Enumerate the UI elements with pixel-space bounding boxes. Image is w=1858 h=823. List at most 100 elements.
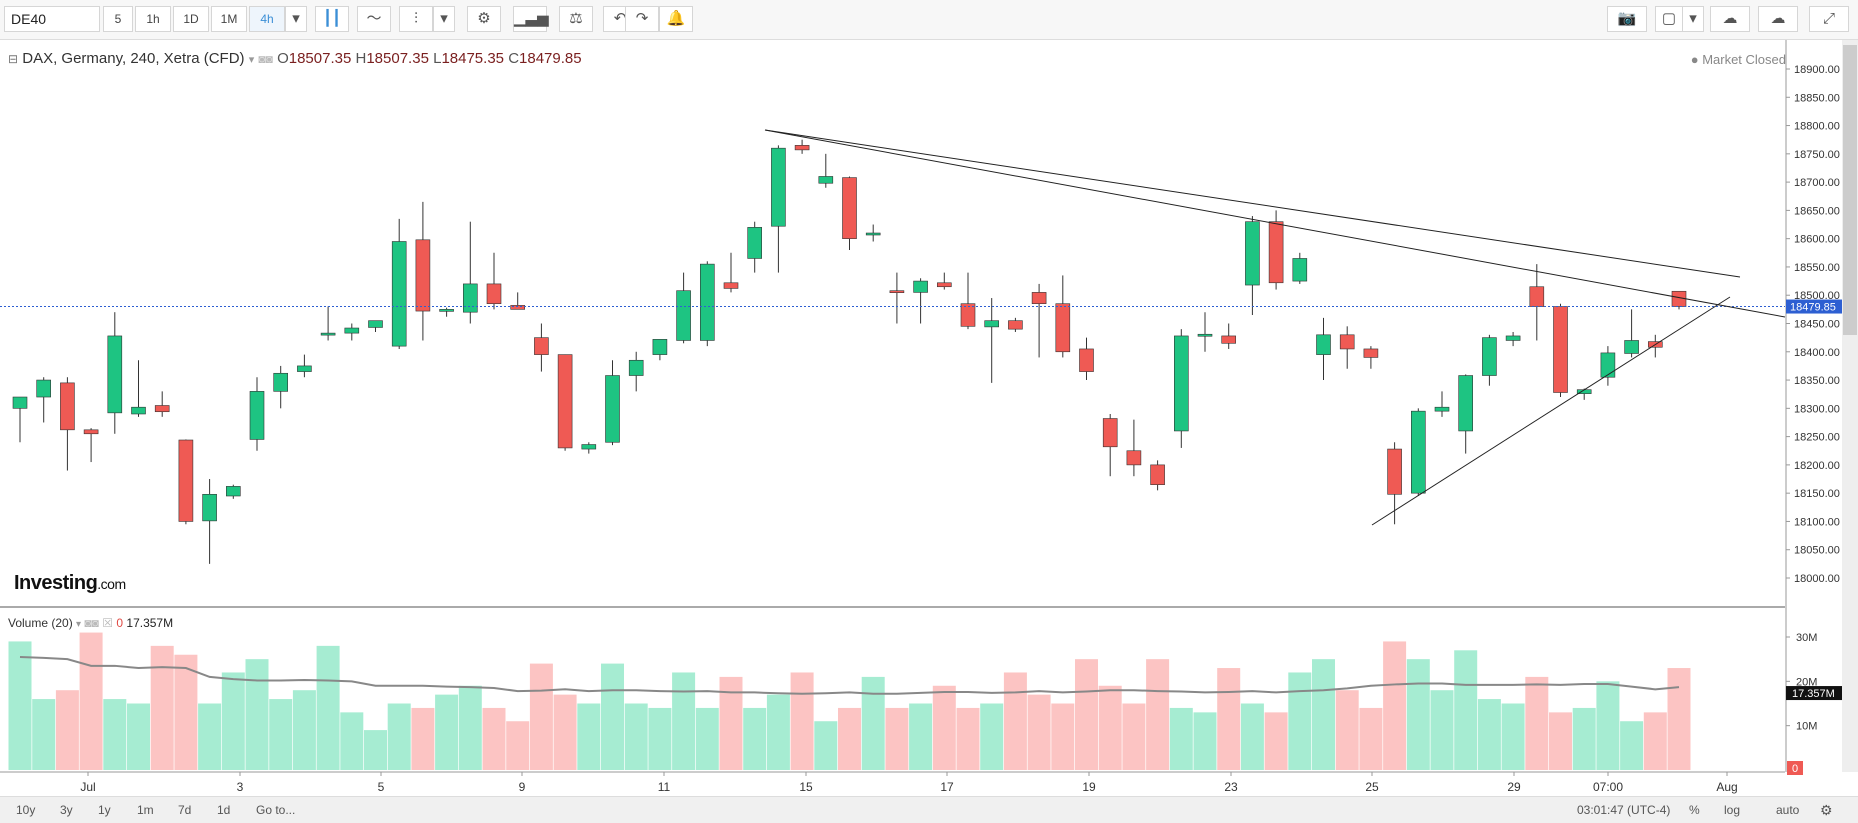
range-1d-button[interactable]: 1d [217,803,231,817]
volume-bar [1335,690,1359,770]
candle-up [628,359,644,376]
cloud-upload-icon[interactable]: ☁ [1758,6,1798,32]
line-chart-icon[interactable]: 〜 [357,6,391,32]
chevron-down-icon[interactable]: ▾ [248,54,255,66]
redo-icon[interactable]: ↷ [625,6,659,32]
candle-up [249,391,265,440]
candle-down [486,283,502,305]
price-tick-label: 18050.00 [1794,545,1840,557]
volume-tick-label: 10M [1796,721,1817,733]
compare-icon[interactable]: ⚖ [559,6,593,32]
alert-icon[interactable]: 🔔 [659,6,693,32]
candle-down [154,405,170,413]
interval-1h-button[interactable]: 1h [135,6,171,32]
interval-1d-button[interactable]: 1D [173,6,209,32]
candle-up [131,406,146,415]
candle-down [534,337,549,355]
volume-bar [245,659,269,770]
trendline-middle[interactable] [764,129,1786,318]
volume-bar [1406,659,1430,770]
close-icon[interactable]: ☒ [102,616,114,630]
candle-down [794,145,810,151]
eye-icon[interactable]: ◙◙ [258,52,273,66]
log-toggle[interactable]: log [1724,803,1741,817]
volume-bar [1003,672,1027,770]
range-1m-button[interactable]: 1m [137,803,154,817]
camera-icon[interactable]: 📷 [1607,6,1647,32]
candle-up [462,283,478,313]
gear-icon[interactable]: ⚙ [467,6,501,32]
volume-bar [316,645,340,770]
volume-bar [932,685,956,770]
volume-bar [719,676,743,770]
volume-bar [1146,659,1170,770]
candle-up [226,486,241,497]
chevron-down-icon[interactable]: ▾ [1682,6,1704,32]
chart-title: DAX, Germany, 240, Xetra (CFD) [22,50,245,67]
chevron-down-icon[interactable]: ▾ [433,6,455,32]
indicators-icon[interactable]: ⫶ [399,6,433,32]
clock-readout: 03:01:47 (UTC-4) [1577,803,1671,817]
time-tick-label: 5 [378,780,385,794]
candle-up [913,280,928,293]
volume-bar [1217,668,1241,770]
volume-bar [885,707,909,770]
gear-icon[interactable]: ⚙ [1820,802,1833,818]
cloud-download-icon[interactable]: ☁ [1710,6,1750,32]
auto-toggle[interactable]: auto [1776,803,1800,817]
price-tick-label: 18000.00 [1794,573,1840,585]
range-3y-button[interactable]: 3y [60,803,73,817]
collapse-icon[interactable]: ⊟ [8,52,19,66]
candle-up [605,375,620,443]
candle-up [818,176,834,184]
price-tick-label: 18200.00 [1794,460,1840,472]
candle-up [1197,333,1213,337]
square-icon[interactable]: ▢ [1655,6,1683,32]
candle-down [1221,335,1236,344]
volume-bar [909,703,933,770]
price-tick-label: 18900.00 [1794,64,1840,76]
volume-bar [1027,694,1051,770]
candle-down [1031,292,1047,305]
volume-bar [1288,672,1312,770]
eye-icon[interactable]: ◙◙ [84,616,99,630]
symbol-input[interactable]: DE40 [4,6,100,32]
volume-bar [1383,641,1407,770]
volume-bar [980,703,1004,770]
volume-bar [790,672,814,770]
candle-up [320,332,336,336]
time-tick-label: Aug [1716,780,1737,794]
bottom-bar: 10y 3y 1y 1m 7d 1d Go to... 03:01:47 (UT… [0,796,1858,823]
chevron-down-icon[interactable]: ▾ [285,6,307,32]
range-1y-button[interactable]: 1y [98,803,111,817]
range-7d-button[interactable]: 7d [178,803,192,817]
percent-toggle[interactable]: % [1689,803,1700,817]
volume-bar [648,707,672,770]
high-value: 18507.35 [366,50,429,67]
goto-button[interactable]: Go to... [256,803,296,817]
range-10y-button[interactable]: 10y [16,803,36,817]
volume-bar [1430,690,1454,770]
trendline-lower[interactable] [1371,296,1731,526]
trendline-upper[interactable] [764,129,1741,278]
price-chart[interactable]: 18000.00 18050.00 18100.00 18150.00 18200.00… [0,40,1858,796]
fullscreen-icon[interactable]: ⤢ [1809,6,1849,32]
interval-5m-button[interactable]: 5 [103,6,133,32]
price-tick-label: 18250.00 [1794,432,1840,444]
volume-legend: Volume (20) ▾ ◙◙ ☒ 0 17.357M [8,616,174,630]
candles-icon[interactable]: ┃┃ [315,6,349,32]
candle-up [273,372,289,392]
chevron-down-icon[interactable]: ▾ [76,619,82,630]
time-tick-label: 19 [1082,780,1096,794]
candle-up [1624,340,1639,354]
bars-icon[interactable]: ▁▃▅ [513,6,549,32]
volume-bar [435,694,459,770]
interval-1m-button[interactable]: 1M [211,6,247,32]
volume-bar [174,654,198,770]
volume-bar [8,641,32,770]
interval-4h-button[interactable]: 4h [249,6,285,32]
volume-bar [55,690,79,770]
volume-bar [529,663,553,770]
candle-up [984,320,1000,328]
time-tick-label: 9 [519,780,526,794]
